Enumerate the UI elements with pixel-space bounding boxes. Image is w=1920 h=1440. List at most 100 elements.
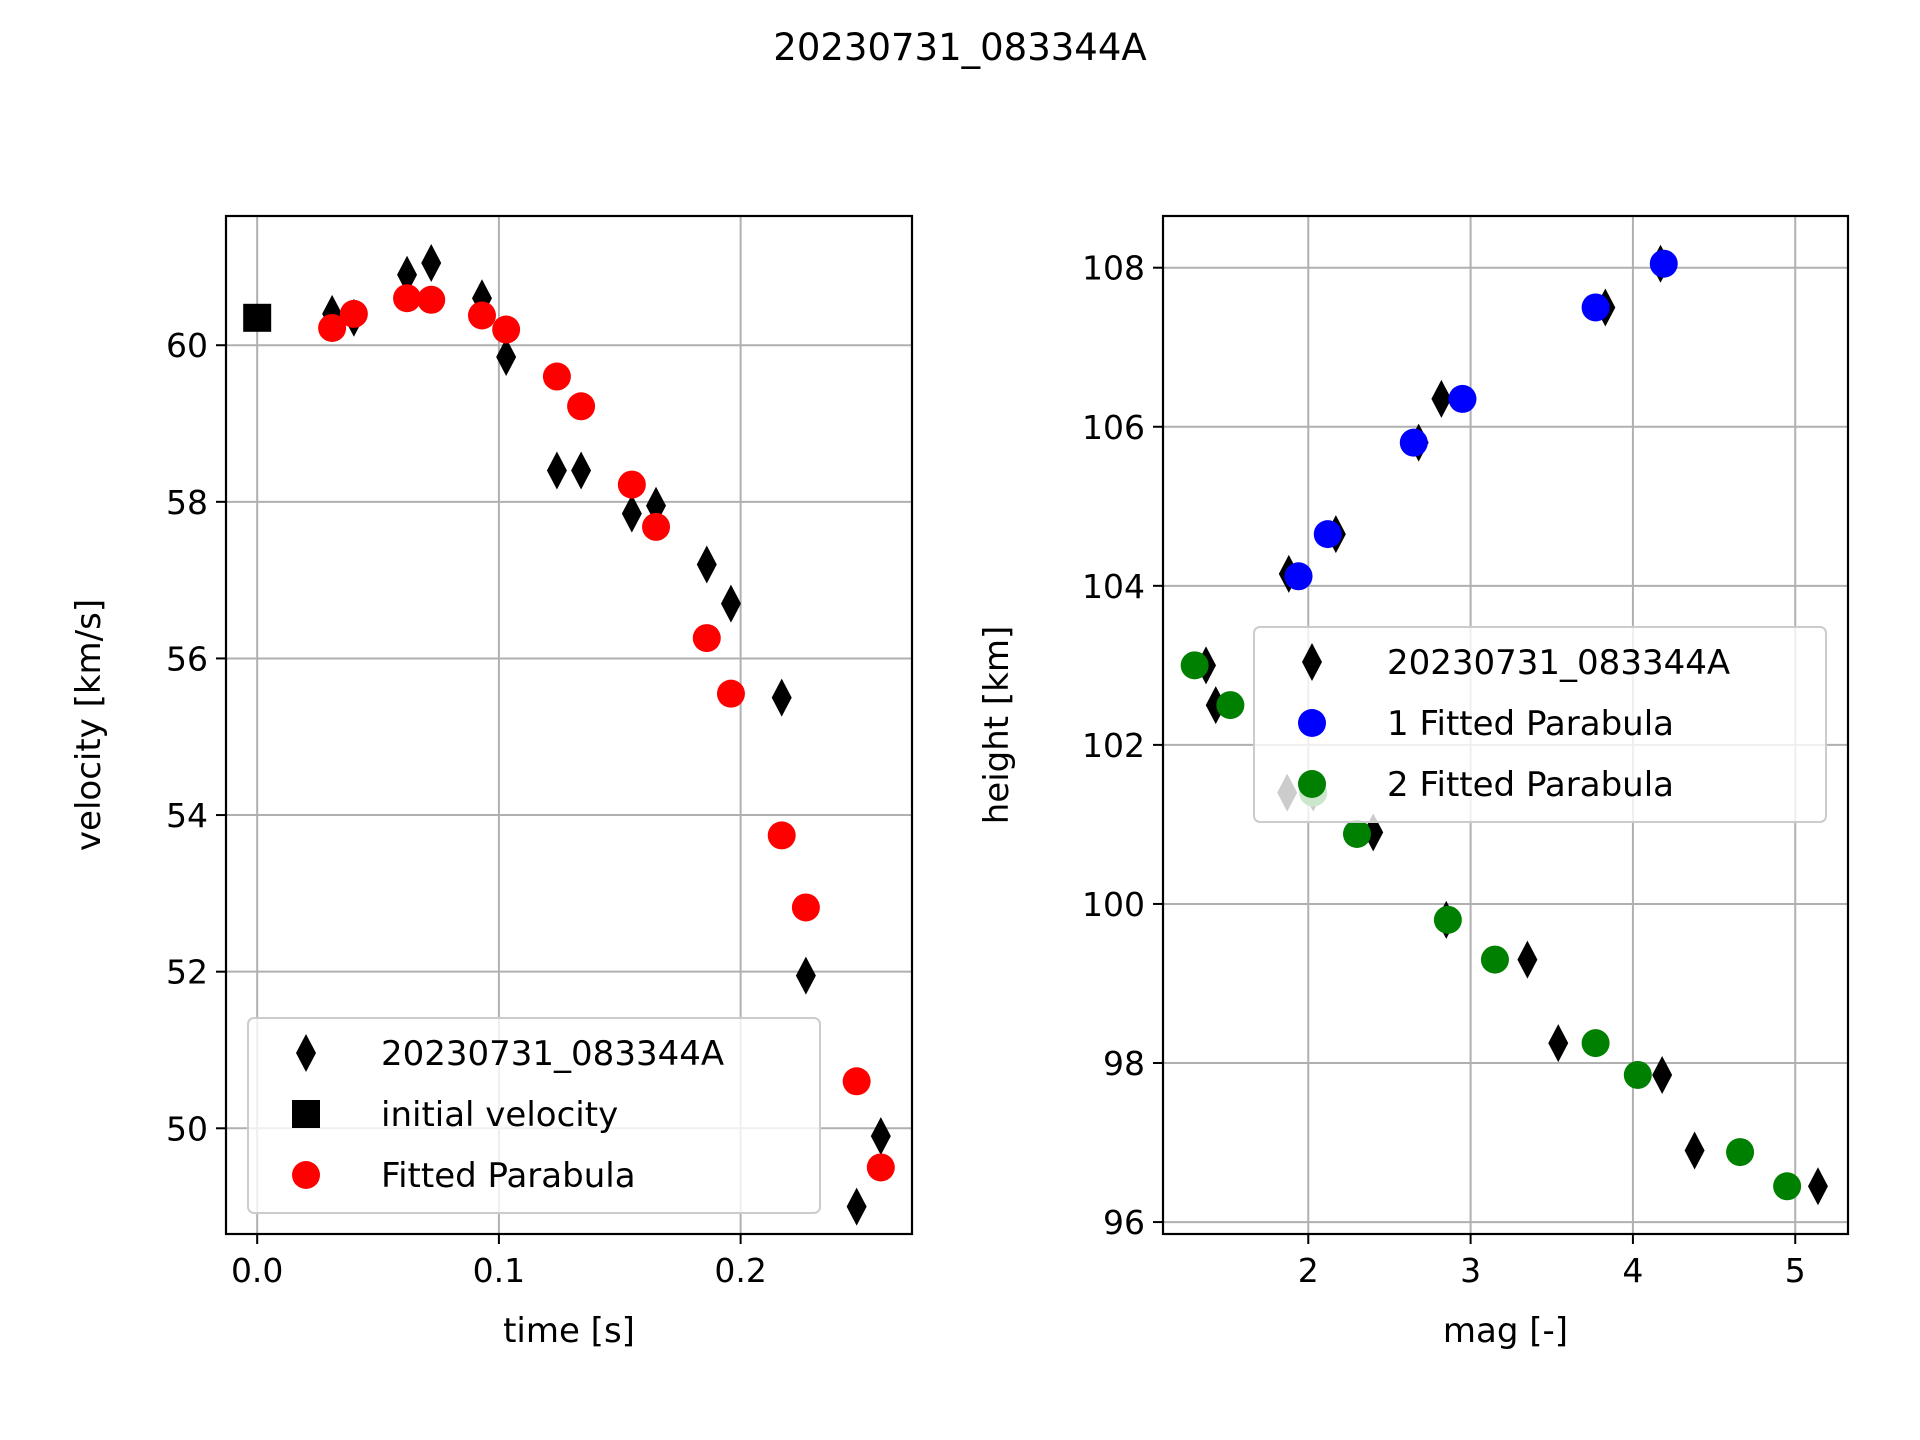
data-point (767, 821, 796, 850)
data-point (1652, 1055, 1673, 1094)
data-point (421, 243, 442, 282)
series-2 (1284, 249, 1678, 591)
x-tick-label: 4 (1622, 1251, 1643, 1290)
data-point (621, 494, 642, 533)
figure-title: 20230731_083344A (773, 26, 1146, 69)
legend-label: initial velocity (381, 1095, 618, 1135)
plot-area (243, 243, 895, 1226)
x-tick-label: 0.1 (473, 1251, 525, 1290)
data-point (1448, 384, 1477, 413)
data-point (542, 362, 571, 391)
chart-2: 2 3 4 5 96 98 100 102 104 106 108 mag [-] height [km… (977, 214, 1850, 1351)
data-point (339, 299, 368, 328)
data-point (1216, 691, 1245, 720)
data-point (720, 584, 741, 623)
x-tick-label: 5 (1785, 1251, 1806, 1290)
x-axis-label: mag [-] (1443, 1311, 1568, 1351)
data-point (1313, 520, 1342, 549)
data-point (870, 1117, 891, 1156)
legend-marker (296, 1034, 316, 1072)
x-tick-label: 0.2 (714, 1251, 766, 1290)
data-point (866, 1153, 895, 1182)
data-point (1180, 651, 1209, 680)
data-point (243, 303, 272, 332)
data-point (1399, 428, 1428, 457)
data-point (1649, 249, 1678, 278)
y-tick-label: 108 (1082, 249, 1145, 288)
y-tick-label: 50 (166, 1109, 208, 1148)
data-point (716, 679, 745, 708)
x-tick-label: 2 (1298, 1251, 1319, 1290)
y-tick-label: 54 (166, 796, 208, 835)
chart-1: 0.0 0.1 0.2 50 52 54 56 58 60 time [s] velocity [k… (69, 214, 914, 1351)
y-tick-label: 52 (166, 953, 208, 992)
data-point (567, 392, 596, 421)
x-axis-label: time [s] (503, 1311, 635, 1351)
axes-frame (1161, 214, 1850, 1236)
data-point (1581, 293, 1610, 322)
legend-marker (1302, 643, 1322, 681)
data-point (1684, 1131, 1705, 1170)
data-point (642, 512, 671, 541)
data-point (1480, 945, 1509, 974)
data-point (696, 545, 717, 584)
data-point (397, 255, 418, 294)
x-tick-label: 3 (1460, 1251, 1481, 1290)
data-point (492, 315, 521, 344)
data-point (571, 451, 592, 490)
y-tick-label: 100 (1082, 885, 1145, 924)
y-tick-label: 106 (1082, 408, 1145, 447)
legend-marker (292, 1161, 320, 1189)
data-point (1807, 1167, 1828, 1206)
data-point (417, 285, 446, 314)
x-tick-label: 0.0 (231, 1251, 283, 1290)
legend-marker (1298, 709, 1326, 737)
legend-marker (292, 1100, 320, 1128)
data-point (791, 893, 820, 922)
y-tick-label: 98 (1103, 1044, 1145, 1083)
data-point (1284, 562, 1313, 591)
y-tick-label: 102 (1082, 726, 1145, 765)
data-point (617, 470, 646, 499)
legend-label: Fitted Parabula (381, 1156, 636, 1196)
data-point (1773, 1172, 1802, 1201)
data-point (1433, 905, 1462, 934)
data-point (1431, 379, 1452, 418)
y-tick-label: 104 (1082, 567, 1145, 606)
data-point (1581, 1029, 1610, 1058)
data-point (846, 1187, 867, 1226)
legend-label: 20230731_083344A (381, 1034, 724, 1074)
data-point (496, 337, 517, 376)
y-axis-label: height [km] (977, 626, 1017, 825)
series-2 (243, 303, 272, 332)
y-tick-label: 60 (166, 326, 208, 365)
legend-label: 2 Fitted Parabula (1387, 765, 1674, 805)
data-point (1342, 819, 1371, 848)
data-point (692, 624, 721, 653)
legend-frame (1253, 626, 1827, 823)
y-axis-label: velocity [km/s] (69, 599, 109, 851)
data-point (1623, 1060, 1652, 1089)
legend: 20230731_083344A 1 Fitted Parabula 2 Fitte… (1253, 626, 1827, 823)
data-point (771, 678, 792, 717)
plot-area (1180, 244, 1828, 1206)
y-tick-label: 96 (1103, 1203, 1145, 1242)
series-3 (318, 284, 895, 1182)
data-point (467, 301, 496, 330)
y-tick-label: 58 (166, 483, 208, 522)
legend-marker (1298, 770, 1326, 798)
data-point (842, 1067, 871, 1096)
data-point (1517, 940, 1538, 979)
legend-label: 20230731_083344A (1387, 643, 1730, 683)
data-point (1548, 1024, 1569, 1063)
legend-frame (247, 1017, 821, 1214)
y-tick-label: 56 (166, 639, 208, 678)
axes-frame (224, 214, 914, 1236)
data-point (1726, 1138, 1755, 1167)
data-point (318, 313, 347, 342)
data-point (546, 451, 567, 490)
data-point (795, 956, 816, 995)
data-point (393, 284, 422, 313)
